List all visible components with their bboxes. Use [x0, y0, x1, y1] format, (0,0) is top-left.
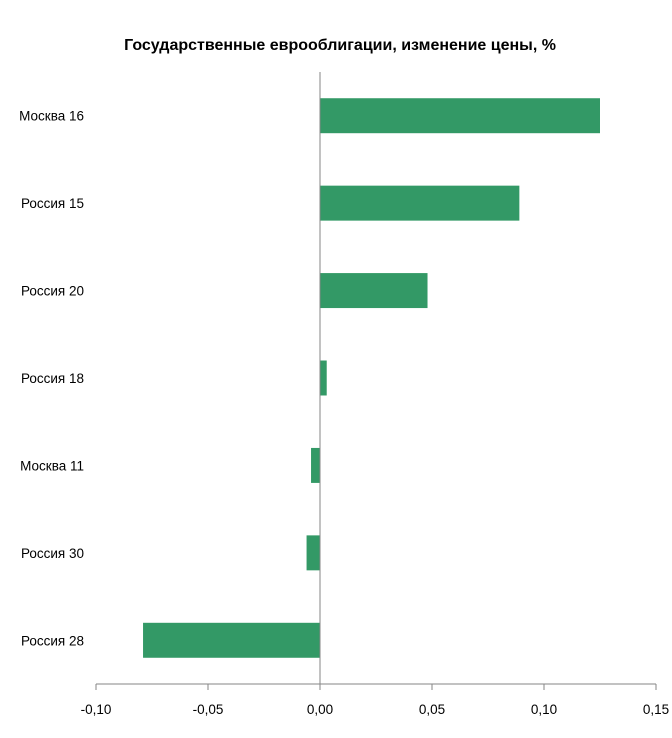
bars-group [143, 98, 600, 658]
bar [320, 273, 428, 309]
bar [320, 185, 520, 221]
category-label: Россия 15 [21, 196, 84, 211]
bar [320, 360, 327, 396]
category-label: Россия 30 [21, 546, 84, 561]
category-label: Россия 28 [21, 633, 84, 648]
bar [143, 622, 320, 658]
bar [320, 98, 600, 134]
chart-title: Государственные еврооблигации, изменение… [124, 37, 556, 54]
category-label: Москва 11 [20, 458, 84, 473]
x-tick-label: -0,10 [81, 702, 112, 717]
category-label: Россия 20 [21, 284, 84, 299]
x-tick-label: 0,00 [307, 702, 333, 717]
x-tick-label: 0,10 [531, 702, 557, 717]
x-tick-label: -0,05 [193, 702, 224, 717]
x-tick-label: 0,05 [419, 702, 445, 717]
category-label: Россия 18 [21, 371, 84, 386]
axes-group: Москва 16 Россия 15 Россия 20 Россия 18 Моск… [19, 72, 669, 717]
bar [306, 535, 320, 571]
category-label: Москва 16 [19, 109, 84, 124]
x-tick-label: 0,15 [643, 702, 669, 717]
bar [311, 447, 320, 483]
